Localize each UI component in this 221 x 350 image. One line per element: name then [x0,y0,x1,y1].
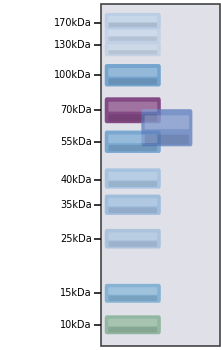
FancyBboxPatch shape [105,229,161,248]
FancyBboxPatch shape [109,295,157,301]
FancyBboxPatch shape [109,327,157,332]
FancyBboxPatch shape [108,16,157,22]
Text: 70kDa: 70kDa [60,105,92,115]
Text: 35kDa: 35kDa [60,200,92,210]
FancyBboxPatch shape [109,241,157,247]
FancyBboxPatch shape [108,319,157,326]
FancyBboxPatch shape [109,78,157,85]
FancyBboxPatch shape [108,134,157,143]
FancyBboxPatch shape [105,315,161,334]
FancyBboxPatch shape [105,97,161,123]
FancyBboxPatch shape [105,42,161,56]
FancyBboxPatch shape [108,30,157,36]
Text: 15kDa: 15kDa [60,288,92,298]
FancyBboxPatch shape [108,287,157,295]
FancyBboxPatch shape [109,50,157,55]
Text: 40kDa: 40kDa [60,175,92,185]
FancyBboxPatch shape [109,36,157,41]
Text: 25kDa: 25kDa [60,234,92,244]
FancyBboxPatch shape [109,181,157,187]
FancyBboxPatch shape [105,284,161,303]
FancyBboxPatch shape [145,135,189,145]
Text: 10kDa: 10kDa [60,320,92,330]
FancyBboxPatch shape [109,145,157,151]
FancyBboxPatch shape [108,172,157,180]
FancyBboxPatch shape [109,23,157,27]
FancyBboxPatch shape [108,44,157,50]
FancyBboxPatch shape [109,114,157,121]
Bar [101,4,220,346]
FancyBboxPatch shape [145,116,189,129]
FancyBboxPatch shape [109,207,157,213]
FancyBboxPatch shape [105,64,161,86]
Text: 130kDa: 130kDa [54,40,92,50]
Text: 55kDa: 55kDa [60,137,92,147]
Text: 100kDa: 100kDa [54,70,92,80]
Text: 170kDa: 170kDa [54,18,92,28]
FancyBboxPatch shape [108,68,157,77]
FancyBboxPatch shape [105,27,161,43]
FancyBboxPatch shape [108,102,157,112]
FancyBboxPatch shape [105,13,161,29]
FancyBboxPatch shape [141,109,192,146]
FancyBboxPatch shape [105,195,161,215]
FancyBboxPatch shape [105,168,161,189]
FancyBboxPatch shape [108,232,157,240]
FancyBboxPatch shape [108,198,157,206]
FancyBboxPatch shape [105,131,161,153]
